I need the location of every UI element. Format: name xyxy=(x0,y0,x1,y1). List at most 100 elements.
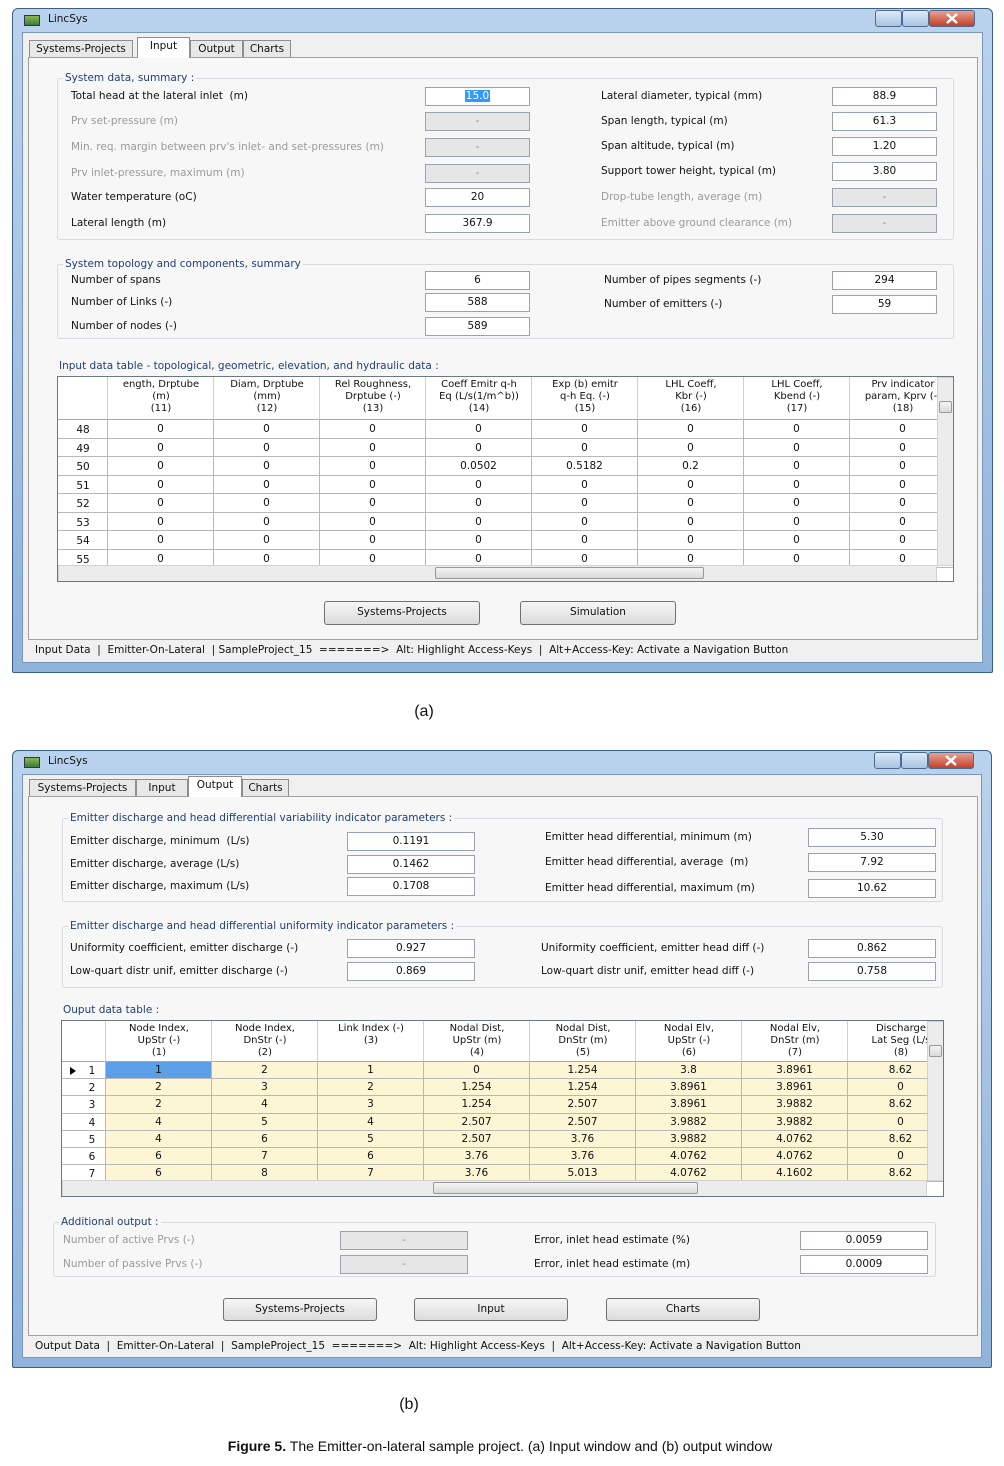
input-value: 589 xyxy=(467,320,488,332)
table-cell: 0 xyxy=(108,420,214,439)
table-cell: 0 xyxy=(638,494,744,513)
column-header: Node Index, DnStr (-) (2) xyxy=(212,1021,318,1062)
tab[interactable]: Input xyxy=(136,779,188,796)
header-line: (1) xyxy=(151,1047,167,1058)
input-box[interactable]: 20 xyxy=(425,188,530,207)
app-icon xyxy=(24,15,40,26)
input-box[interactable]: 88.9 xyxy=(832,87,937,106)
tab[interactable]: Systems-Projects xyxy=(29,779,136,796)
header-line: q-h Eq. (-) xyxy=(560,391,610,402)
table-cell: 7 xyxy=(212,1148,318,1166)
table-cell: 0 xyxy=(320,457,426,476)
nav-button[interactable]: Systems-Projects xyxy=(223,1298,377,1321)
header-line: Node Index, xyxy=(235,1023,295,1034)
table-cell: 0 xyxy=(424,1062,530,1080)
scroll-thumb[interactable] xyxy=(433,1182,698,1194)
maximize-button[interactable] xyxy=(902,10,929,27)
row-number: 1 xyxy=(88,1065,96,1077)
tab[interactable]: Output xyxy=(190,40,243,57)
header-line: (11) xyxy=(150,403,172,414)
tab[interactable]: Charts xyxy=(242,779,289,796)
vertical-scrollbar[interactable] xyxy=(927,1021,943,1181)
table-cell: 1.254 xyxy=(530,1079,636,1097)
close-button[interactable] xyxy=(928,752,974,769)
input-box[interactable]: 59 xyxy=(832,295,937,314)
input-box[interactable]: 0.0009 xyxy=(800,1255,928,1274)
header-line: (mm) xyxy=(253,391,281,402)
scroll-thumb[interactable] xyxy=(435,567,704,579)
table-cell: 8.62 xyxy=(848,1062,943,1080)
header-line: UpStr (-) xyxy=(667,1035,711,1046)
table-cell: 0 xyxy=(320,531,426,550)
header-line: Lat Seg (L/s xyxy=(871,1035,931,1046)
row-header: 4 xyxy=(62,1113,106,1131)
field-label: Emitter head differential, minimum (m) xyxy=(545,831,752,843)
table-cell: 2 xyxy=(212,1062,318,1080)
table-cell: 6 xyxy=(318,1148,424,1166)
minimize-button[interactable] xyxy=(874,752,901,769)
header-line: DnStr (m) xyxy=(558,1035,608,1046)
input-box[interactable]: 0.1462 xyxy=(347,855,475,874)
input-value: 1.20 xyxy=(872,140,897,152)
table-cell: 0 xyxy=(848,1079,943,1097)
minimize-button[interactable] xyxy=(875,10,902,27)
input-box[interactable]: 10.62 xyxy=(808,879,936,898)
field-label: Lateral length (m) xyxy=(71,217,167,229)
table-cell: 0 xyxy=(108,475,214,494)
tab[interactable]: Systems-Projects xyxy=(29,40,133,57)
input-value: - xyxy=(402,1234,406,1246)
input-value: 15.0 xyxy=(464,90,491,102)
input-box[interactable]: 7.92 xyxy=(808,853,936,872)
input-box[interactable]: 0.1191 xyxy=(347,832,475,851)
row-number: 5 xyxy=(88,1133,96,1146)
input-value: 20 xyxy=(470,191,485,203)
tab[interactable]: Output xyxy=(188,776,242,797)
input-box[interactable]: 0.0059 xyxy=(800,1231,928,1250)
scroll-thumb[interactable] xyxy=(929,1045,942,1057)
table-cell: 0 xyxy=(848,1113,943,1131)
table-cell: 0 xyxy=(850,475,953,494)
input-box[interactable]: 6 xyxy=(425,271,530,290)
close-button[interactable] xyxy=(929,10,975,27)
input-box[interactable]: 1.20 xyxy=(832,137,937,156)
table-cell: 0 xyxy=(108,512,214,531)
input-box: - xyxy=(832,188,937,207)
header-line: (7) xyxy=(787,1047,803,1058)
nav-button[interactable]: Input xyxy=(414,1298,568,1321)
input-value: 3.80 xyxy=(872,165,897,177)
table-cell: 0 xyxy=(638,512,744,531)
table-cell: 0 xyxy=(214,531,320,550)
input-box[interactable]: 5.30 xyxy=(808,828,936,847)
scroll-thumb[interactable] xyxy=(939,401,952,413)
input-box[interactable]: 0.862 xyxy=(808,939,936,958)
input-value: 0.0059 xyxy=(845,1234,883,1246)
table-cell: 0 xyxy=(108,531,214,550)
nav-button[interactable]: Simulation xyxy=(520,601,676,625)
input-box[interactable]: 294 xyxy=(832,271,937,290)
column-header: Coeff Emitr q-h Eq (L/s(1/m^b)) (14) xyxy=(426,377,532,420)
maximize-button[interactable] xyxy=(901,752,928,769)
row-number: 54 xyxy=(76,535,90,547)
input-box[interactable]: 61.3 xyxy=(832,112,937,131)
nav-button[interactable]: Charts xyxy=(606,1298,760,1321)
header-line: Nodal Elv, xyxy=(663,1023,715,1034)
input-box[interactable]: 367.9 xyxy=(425,214,530,233)
input-box[interactable]: 0.927 xyxy=(347,939,475,958)
tab[interactable]: Input xyxy=(137,37,190,58)
field-label: Low-quart distr unif, emitter head diff … xyxy=(541,965,755,977)
table-cell: 0 xyxy=(214,475,320,494)
column-header: Diam, Drptube (mm) (12) xyxy=(214,377,320,420)
input-box[interactable]: 3.80 xyxy=(832,162,937,181)
input-box[interactable]: 589 xyxy=(425,317,530,336)
vertical-scrollbar[interactable] xyxy=(937,377,953,566)
input-box[interactable]: 0.758 xyxy=(808,962,936,981)
table-cell: 2.507 xyxy=(530,1113,636,1131)
input-box[interactable]: 0.869 xyxy=(347,962,475,981)
input-box[interactable]: 588 xyxy=(425,293,530,312)
field-label: Span length, typical (m) xyxy=(601,115,728,127)
input-box[interactable]: 0.1708 xyxy=(347,877,475,896)
tab[interactable]: Charts xyxy=(243,40,291,57)
nav-button[interactable]: Systems-Projects xyxy=(324,601,480,625)
input-box[interactable]: 15.0 xyxy=(425,87,530,106)
